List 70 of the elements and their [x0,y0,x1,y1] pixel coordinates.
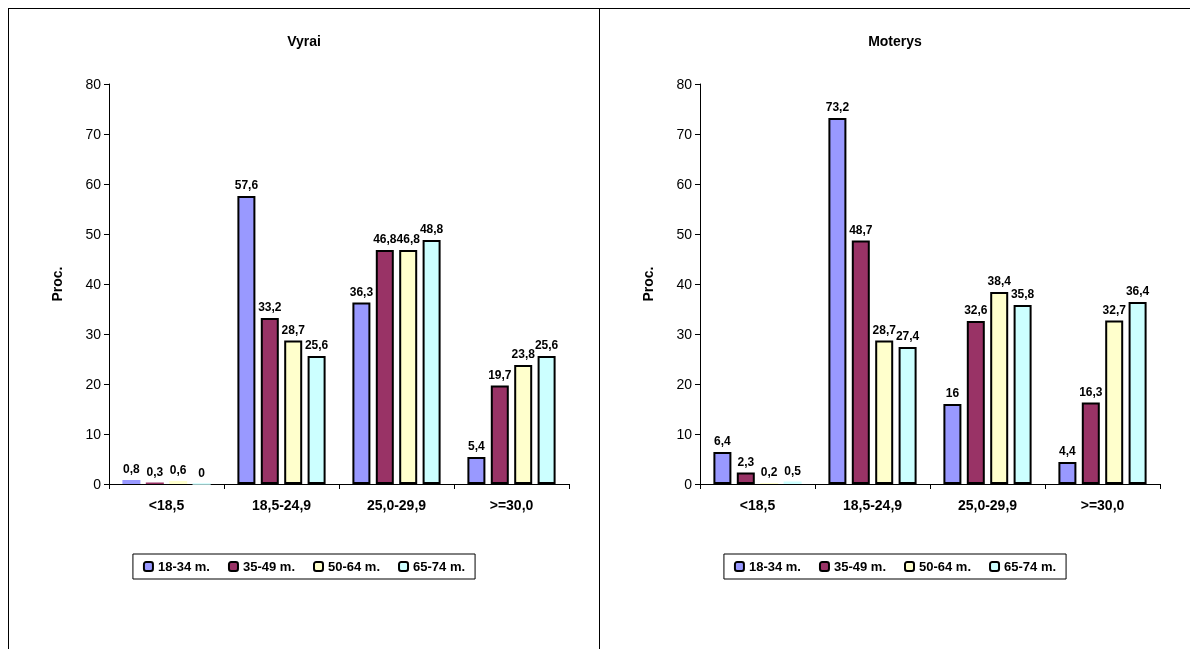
y-tick-label: 20 [676,376,693,392]
y-axis-title: Proc. [49,266,65,302]
data-label: 25,6 [534,338,559,352]
legend-label: 35-49 m. [833,559,887,574]
y-tick-label: 60 [85,176,102,192]
data-label: 0,5 [784,463,802,478]
data-label: 25,6 [304,338,329,352]
data-label: 4,4 [1059,444,1077,458]
data-label: 28,7 [281,322,306,337]
y-tick-label: 0 [684,476,693,492]
data-label: 73,2 [825,100,850,114]
y-axis-title: Proc. [640,266,656,302]
x-tick-label: 18,5-24,9 [251,497,312,513]
legend-label: 18-34 m. [157,559,210,574]
data-label: 46,8 [373,232,397,246]
data-label: 19,7 [488,367,512,382]
data-label: 0,6 [169,463,187,477]
data-label: 36,3 [349,284,374,299]
y-tick-label: 30 [676,326,693,342]
data-label: 35,8 [1010,287,1035,301]
x-tick-label: 25,0-29,9 [366,497,427,513]
data-label: 0,2 [760,465,778,479]
data-label: 48,7 [849,222,873,237]
x-tick-label: 18,5-24,9 [842,497,903,513]
y-tick-label: 20 [85,376,102,392]
data-label: 57,6 [234,178,259,192]
data-label: 33,2 [258,300,282,314]
data-label: 48,8 [419,222,444,236]
chart-title: Moterys [868,33,923,49]
y-tick-label: 70 [85,126,102,142]
y-tick-label: 60 [676,176,693,192]
legend-label: 35-49 m. [242,559,296,574]
data-label: 5,4 [468,439,486,453]
data-label: 46,8 [396,232,421,246]
data-label: 0,8 [123,462,141,476]
data-label: 0 [198,465,206,480]
y-tick-label: 40 [676,276,693,292]
data-label: 38,4 [987,274,1012,288]
data-label: 36,4 [1125,284,1150,298]
x-tick-label: <18,5 [148,497,185,513]
x-tick-label: <18,5 [739,497,776,513]
data-label: 0,3 [146,464,164,479]
chart-title: Vyrai [287,33,321,49]
data-label: 23,8 [511,347,536,361]
y-tick-label: 30 [85,326,102,342]
data-label: 27,4 [895,329,920,343]
data-label: 6,4 [714,434,732,448]
data-label: 2,3 [737,454,755,469]
y-tick-label: 50 [85,226,102,242]
x-tick-label: >=30,0 [489,497,534,513]
y-tick-label: 10 [676,426,693,442]
data-label: 16 [945,386,960,400]
y-tick-label: 70 [676,126,693,142]
data-label: 28,7 [872,322,897,337]
data-label: 16,3 [1079,384,1103,399]
y-tick-label: 80 [676,76,693,92]
x-tick-label: 25,0-29,9 [957,497,1018,513]
y-tick-label: 50 [676,226,693,242]
y-tick-label: 40 [85,276,102,292]
data-label: 32,6 [964,303,988,317]
y-tick-label: 0 [93,476,102,492]
data-label: 32,7 [1102,302,1127,317]
x-tick-label: >=30,0 [1080,497,1125,513]
legend-label: 50-64 m. [919,559,972,574]
legend-label: 18-34 m. [748,559,801,574]
y-tick-label: 80 [85,76,102,92]
legend-label: 65-74 m. [1004,559,1057,574]
y-tick-label: 10 [85,426,102,442]
legend-label: 65-74 m. [413,559,466,574]
legend-label: 50-64 m. [328,559,381,574]
